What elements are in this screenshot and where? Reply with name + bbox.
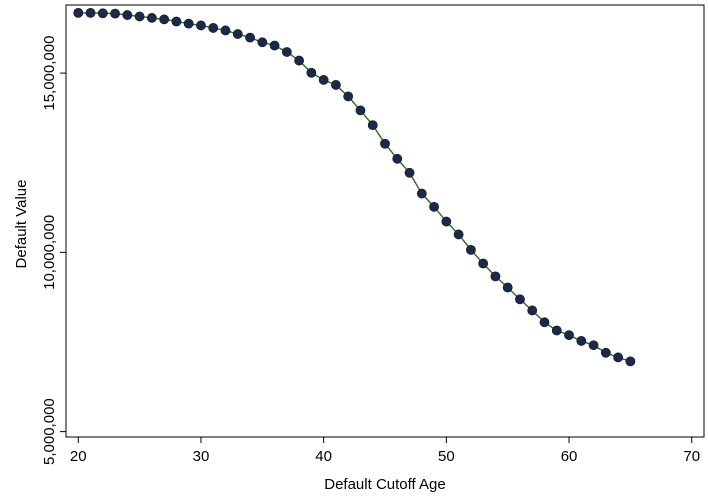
data-point [465, 244, 476, 255]
data-point [441, 216, 452, 227]
data-point [515, 294, 525, 305]
data-point [257, 37, 268, 48]
data-point [122, 10, 133, 20]
data-point [196, 20, 206, 31]
data-point [478, 258, 489, 269]
data-point [245, 32, 255, 43]
data-point [294, 55, 305, 66]
data-point [527, 305, 538, 316]
x-axis-label: Default Cutoff Age [324, 476, 445, 493]
data-point [392, 153, 403, 164]
x-tick-label: 70 [683, 448, 700, 465]
data-point [625, 356, 636, 367]
data-point [146, 13, 157, 23]
data-point [613, 352, 624, 363]
data-point [159, 14, 170, 25]
data-point [551, 325, 562, 336]
series-line [78, 12, 631, 363]
x-tick-label: 50 [438, 448, 455, 465]
x-tick-label: 20 [70, 448, 87, 465]
plot-area [65, 4, 705, 438]
data-point [429, 201, 439, 212]
data-point [269, 40, 280, 51]
data-point [171, 16, 182, 27]
data-point [331, 80, 341, 90]
data-point [367, 120, 378, 130]
data-point [281, 47, 292, 57]
x-tick-label: 40 [315, 448, 332, 465]
data-point [232, 29, 243, 39]
y-axis-ticks: 5,000,000 10,000,000 15,000,000 [41, 36, 66, 465]
series-markers [73, 7, 636, 367]
x-axis-ticks: 20 30 40 50 60 70 [70, 437, 700, 465]
y-axis-label: Default Value [13, 180, 30, 269]
data-point [490, 271, 501, 282]
data-point [355, 105, 366, 116]
data-point [588, 340, 599, 351]
x-tick-label: 60 [561, 448, 578, 465]
data-point [73, 7, 84, 18]
data-point [85, 7, 96, 18]
x-tick-label: 30 [193, 448, 210, 465]
data-point [110, 8, 120, 19]
data-point [318, 75, 329, 85]
data-point [380, 138, 390, 149]
data-point [208, 23, 219, 33]
data-point [416, 188, 427, 199]
data-point [343, 91, 354, 102]
data-point [404, 167, 415, 178]
data-point [453, 229, 464, 240]
y-tick-label: 5,000,000 [41, 398, 58, 465]
data-point [306, 67, 317, 78]
y-tick-label: 10,000,000 [41, 215, 58, 290]
data-point [564, 330, 574, 341]
data-point [539, 317, 550, 328]
y-tick-label: 15,000,000 [41, 36, 58, 111]
data-point [183, 18, 194, 29]
data-point [134, 11, 145, 22]
data-point [502, 282, 513, 293]
data-point [600, 347, 611, 358]
data-point [576, 336, 587, 346]
data-point [220, 25, 231, 36]
data-point [97, 8, 108, 19]
